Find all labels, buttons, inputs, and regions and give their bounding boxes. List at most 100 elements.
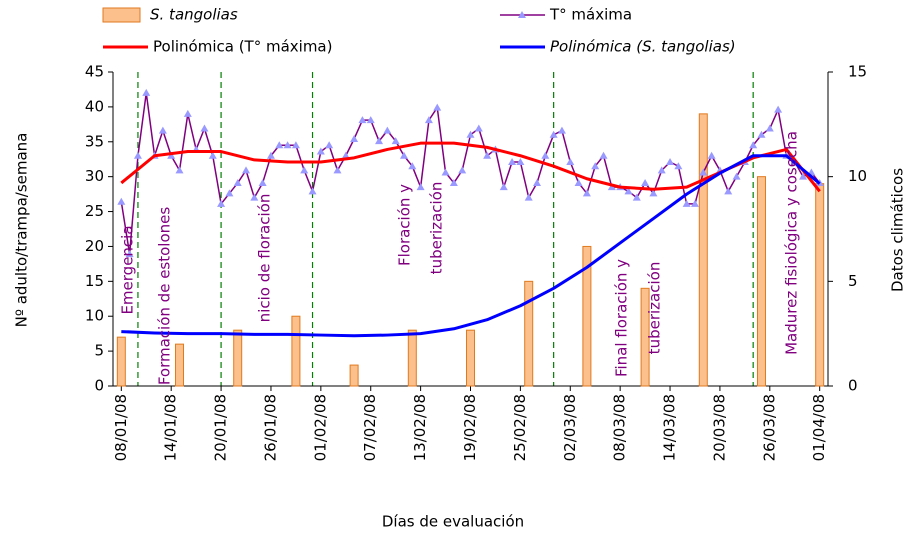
marker (441, 168, 450, 176)
y-tick-label: 30 (85, 167, 104, 185)
marker (158, 126, 167, 134)
bar (524, 280, 534, 387)
marker (125, 250, 134, 258)
line (121, 154, 821, 338)
bar (291, 315, 301, 387)
marker (707, 151, 716, 159)
marker (757, 130, 766, 138)
marker (250, 193, 259, 201)
bar (756, 176, 766, 387)
bar (582, 245, 592, 387)
marker (524, 193, 533, 201)
marker (724, 187, 733, 195)
marker (799, 172, 808, 180)
marker (341, 151, 350, 159)
x-tick-label: 20/01/08 (212, 394, 230, 461)
marker (666, 158, 675, 166)
marker (358, 116, 367, 124)
marker (291, 141, 300, 149)
legend-label: Polinómica (S. tangolias) (550, 38, 736, 56)
bar (233, 329, 243, 387)
annotation: Emergencia (119, 225, 137, 314)
marker (765, 124, 774, 132)
marker (649, 189, 658, 197)
legend-label: Polinómica (T° máxima) (153, 38, 332, 56)
x-tick-label: 14/01/08 (162, 394, 180, 461)
annotation: nicio de floración (256, 194, 274, 323)
marker (516, 158, 525, 166)
marker (283, 141, 292, 149)
annotation: Floración y (396, 184, 414, 266)
annotation: Madurez fisiológica y cosecha (783, 131, 801, 355)
marker (217, 199, 226, 207)
marker (774, 105, 783, 113)
x-tick-label: 01/02/08 (311, 394, 329, 461)
marker (416, 183, 425, 191)
legend-label: S. tangolias (150, 6, 238, 24)
marker (308, 187, 317, 195)
x-tick-label: 01/04/08 (810, 394, 828, 461)
x-tick-label: 14/03/08 (661, 394, 679, 461)
y-tick-label: 40 (85, 97, 104, 115)
marker (316, 147, 325, 155)
marker (424, 116, 433, 124)
marker (632, 193, 641, 201)
marker (690, 199, 699, 207)
marker (474, 124, 483, 132)
y-tick-label: 35 (85, 132, 104, 150)
y-tick-label: 15 (85, 272, 104, 290)
marker (258, 178, 267, 186)
y2-tick-label: 10 (848, 167, 867, 185)
bar (349, 364, 359, 387)
bar (466, 329, 475, 387)
x-tick-label: 26/01/08 (261, 394, 279, 461)
marker (466, 130, 475, 138)
marker (233, 178, 242, 186)
marker (300, 166, 309, 174)
y-tick-label: 10 (85, 307, 104, 325)
marker (458, 166, 467, 174)
marker (541, 151, 550, 159)
y2-axis-label: Datos climáticos (889, 168, 907, 292)
marker (732, 172, 741, 180)
x-tick-label: 08/03/08 (611, 394, 629, 461)
marker (133, 151, 142, 159)
marker (183, 109, 192, 117)
marker (566, 158, 575, 166)
y-tick-label: 5 (94, 342, 104, 360)
x-tick-label: 20/03/08 (710, 394, 728, 461)
marker (208, 151, 217, 159)
x-axis-label: Días de evaluación (382, 513, 524, 531)
marker (549, 130, 558, 138)
marker (574, 178, 583, 186)
marker (391, 137, 400, 145)
x-tick-label: 02/03/08 (561, 394, 579, 461)
marker (242, 166, 251, 174)
marker (699, 168, 708, 176)
marker (399, 151, 408, 159)
annotation: tuberización (646, 262, 664, 355)
marker (599, 151, 608, 159)
annotation: Final floración y (613, 259, 631, 377)
marker (749, 141, 758, 149)
marker (483, 151, 492, 159)
marker (333, 166, 342, 174)
marker (325, 141, 334, 149)
y2-tick-label: 15 (848, 63, 867, 81)
bar (815, 183, 825, 387)
y-tick-label: 25 (85, 202, 104, 220)
annotation: tuberización (428, 182, 446, 275)
marker (499, 183, 508, 191)
marker (433, 103, 442, 111)
y-tick-label: 45 (85, 63, 104, 81)
marker (117, 197, 126, 205)
marker (449, 178, 458, 186)
marker (657, 166, 666, 174)
x-tick-label: 26/03/08 (760, 394, 778, 461)
marker (366, 116, 375, 124)
legend-label: T° máxima (549, 6, 632, 24)
bar (116, 336, 126, 387)
legend-swatch (102, 7, 141, 23)
marker (167, 151, 176, 159)
